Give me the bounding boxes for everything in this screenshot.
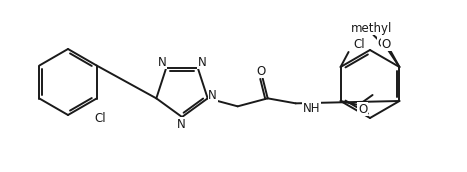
Text: N: N <box>177 117 185 131</box>
Text: O: O <box>358 103 367 116</box>
Text: Cl: Cl <box>95 111 106 125</box>
Text: methyl: methyl <box>351 22 392 35</box>
Text: O: O <box>378 36 387 50</box>
Text: Cl: Cl <box>354 37 365 51</box>
Text: NH: NH <box>303 102 320 115</box>
Text: N: N <box>158 56 167 69</box>
Text: O: O <box>382 37 391 51</box>
Text: O: O <box>256 65 265 78</box>
Text: N: N <box>208 89 217 102</box>
Text: N: N <box>198 56 206 69</box>
